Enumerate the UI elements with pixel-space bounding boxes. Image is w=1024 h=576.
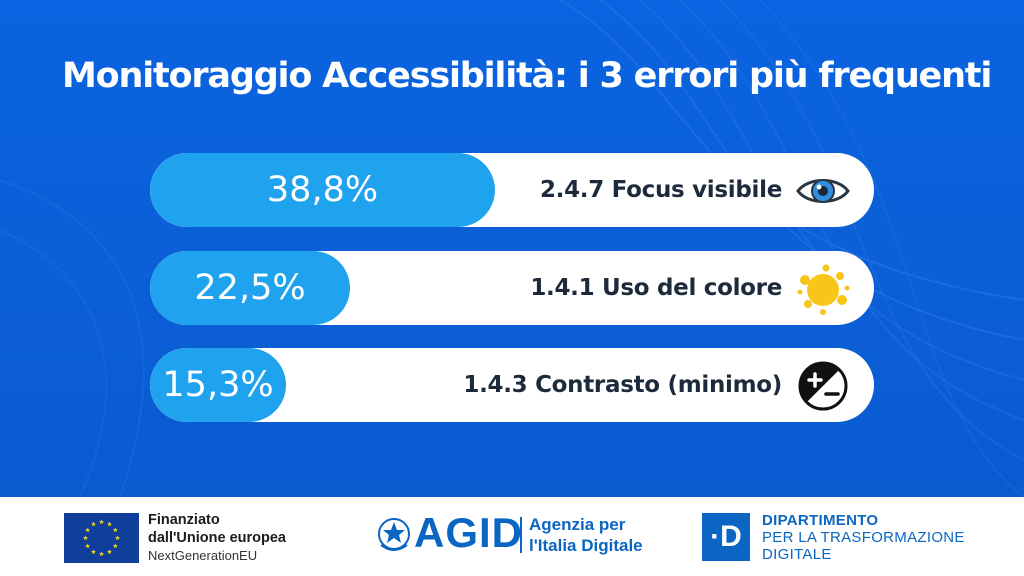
eu-funding-text: Finanziato dall'Unione europea NextGener… [148,511,286,564]
bar-value-label: 22,5% [194,268,306,308]
bar-row-focus: 38,8% 2.4.7 Focus visibile [150,153,874,227]
bar [150,251,350,325]
bar-category-label: 1.4.3 Contrasto (minimo) [463,372,782,398]
color-splash-icon [797,264,850,315]
page-title: Monitoraggio Accessibilità: i 3 errori p… [62,56,992,96]
eu-line-2: dall'Unione europea [148,530,286,546]
eu-star [99,519,104,525]
eu-line-3: NextGenerationEU [148,548,258,563]
bar-category-label: 2.4.7 Focus visibile [539,177,782,203]
dtd-line-2: PER LA TRASFORMAZIONE [762,529,965,546]
eu-star [99,551,104,557]
eu-star [107,549,112,554]
eu-star [83,535,88,541]
dtd-line-1: DIPARTIMENTO [762,512,879,529]
eu-star [112,543,118,549]
bar-value-label: 38,8% [266,170,379,210]
bar-category-label: 1.4.1 Uso del colore [530,275,782,301]
agid-divider [520,517,522,553]
dtd-text: DIPARTIMENTO PER LA TRASFORMAZIONE DIGIT… [762,512,965,563]
eye-icon [796,179,850,203]
bar [150,348,286,422]
bar-row-contrast: 15,3% 1.4.3 Contrasto (minimo) [150,348,874,422]
agid-line-1: Agenzia per [529,515,626,534]
agid-line-2: l'Italia Digitale [529,536,643,555]
eu-star [85,543,91,549]
hero-panel: Monitoraggio Accessibilità: i 3 errori p… [0,0,1024,497]
footer: Finanziato dall'Unione europea NextGener… [0,497,1024,576]
eu-line-1: Finanziato [148,512,220,528]
agid-logo: AGID [414,509,523,556]
eu-star [115,535,120,541]
eu-star [107,521,112,527]
eu-star [91,521,96,527]
agid-description: Agenzia per l'Italia Digitale [529,514,643,556]
bar [150,153,495,227]
eu-star [112,527,118,533]
eu-star [91,549,96,554]
contrast-icon [798,361,848,411]
bar-value-label: 15,3% [162,365,274,405]
eu-flag-icon [64,513,139,563]
dtd-logo-mark: ·D [702,513,750,561]
bar-row-color: 22,5% 1.4.1 Uso del colore [150,251,874,325]
dtd-line-3: DIGITALE [762,546,832,563]
italian-emblem-icon [378,518,410,551]
eu-star [85,527,91,533]
